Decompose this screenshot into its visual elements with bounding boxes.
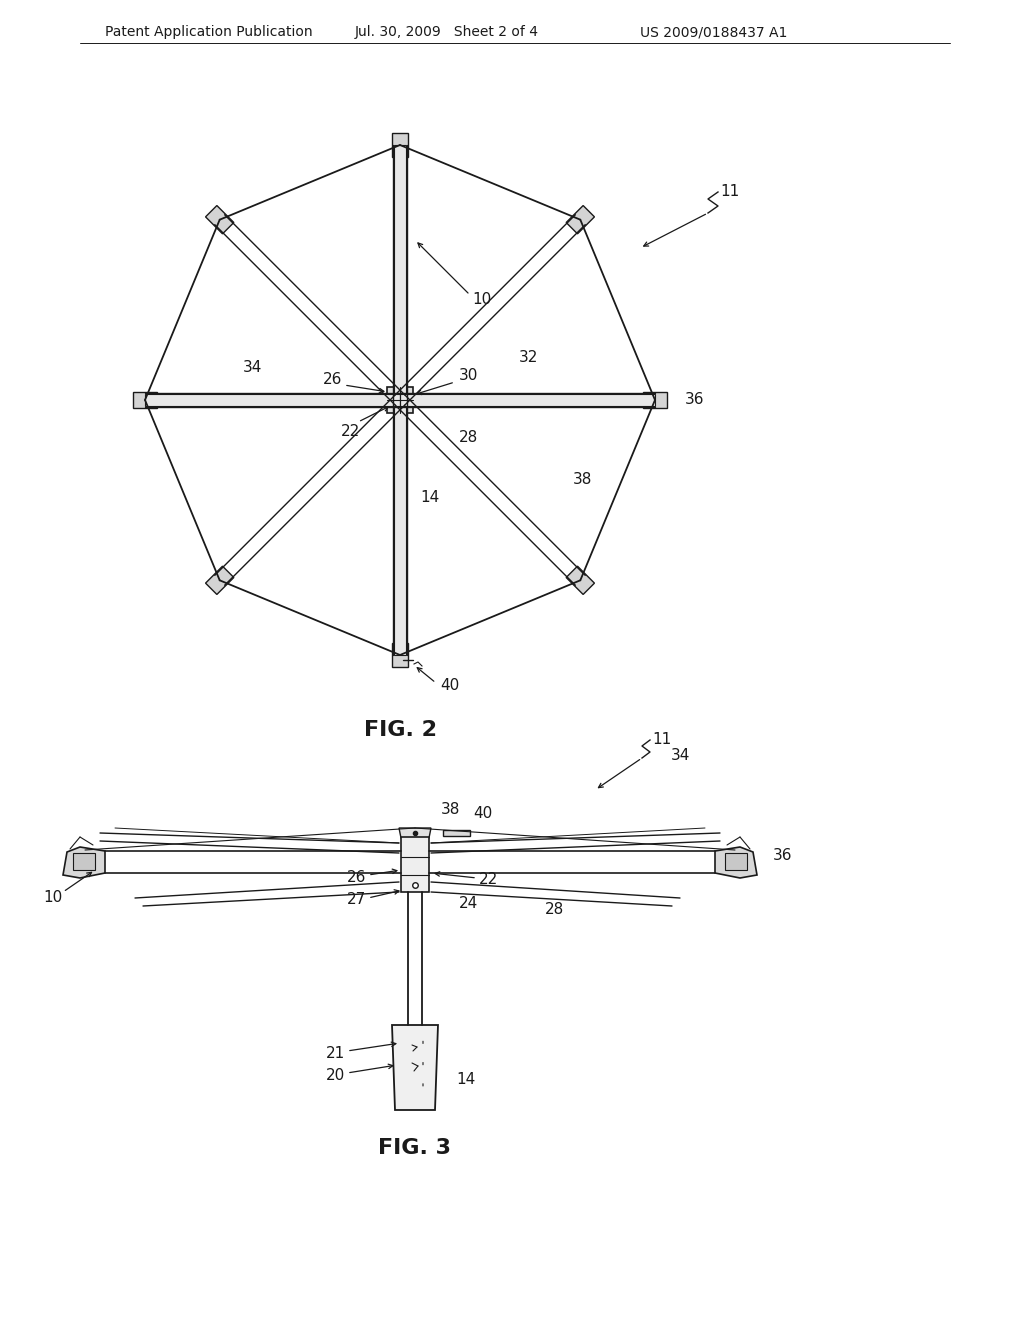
Polygon shape	[392, 133, 408, 157]
Text: 36: 36	[685, 392, 705, 408]
Polygon shape	[206, 566, 233, 594]
Text: 26: 26	[323, 372, 342, 388]
Text: 38: 38	[440, 803, 460, 817]
Polygon shape	[392, 643, 408, 667]
Text: 11: 11	[652, 733, 672, 747]
Text: 10: 10	[472, 293, 492, 308]
Text: 30: 30	[459, 367, 477, 383]
Polygon shape	[715, 847, 757, 878]
Text: 24: 24	[459, 895, 478, 911]
Bar	[401, 837, 429, 892]
Text: 14: 14	[456, 1072, 475, 1088]
Text: 28: 28	[546, 903, 564, 917]
Text: 20: 20	[326, 1068, 345, 1082]
Polygon shape	[643, 392, 667, 408]
Polygon shape	[133, 392, 157, 408]
Polygon shape	[443, 830, 470, 836]
Bar	[387, 387, 413, 413]
Text: 27: 27	[347, 892, 366, 908]
Polygon shape	[394, 400, 406, 655]
Text: US 2009/0188437 A1: US 2009/0188437 A1	[640, 25, 787, 40]
Polygon shape	[206, 206, 233, 234]
Text: 40: 40	[440, 677, 460, 693]
Text: 32: 32	[518, 351, 538, 366]
Polygon shape	[399, 828, 431, 838]
Text: Jul. 30, 2009   Sheet 2 of 4: Jul. 30, 2009 Sheet 2 of 4	[355, 25, 539, 40]
Text: Patent Application Publication: Patent Application Publication	[105, 25, 312, 40]
Polygon shape	[566, 566, 595, 594]
Text: 28: 28	[459, 430, 477, 446]
Text: 34: 34	[243, 360, 262, 375]
Polygon shape	[725, 853, 746, 870]
Polygon shape	[63, 847, 105, 878]
Text: FIG. 2: FIG. 2	[364, 719, 436, 741]
Text: 40: 40	[473, 805, 493, 821]
Polygon shape	[392, 1026, 438, 1110]
Text: FIG. 3: FIG. 3	[379, 1138, 452, 1158]
Text: 22: 22	[479, 873, 499, 887]
Polygon shape	[394, 145, 406, 400]
Text: 38: 38	[572, 473, 592, 487]
Text: 21: 21	[326, 1045, 345, 1060]
Text: 22: 22	[340, 425, 359, 440]
Polygon shape	[566, 206, 595, 234]
Text: 36: 36	[773, 847, 793, 862]
Polygon shape	[73, 853, 95, 870]
Text: 10: 10	[44, 891, 63, 906]
Text: 14: 14	[420, 491, 439, 506]
Text: 26: 26	[347, 870, 366, 884]
Polygon shape	[145, 393, 400, 407]
Text: 11: 11	[720, 185, 739, 199]
Text: 34: 34	[671, 747, 690, 763]
Polygon shape	[400, 393, 655, 407]
